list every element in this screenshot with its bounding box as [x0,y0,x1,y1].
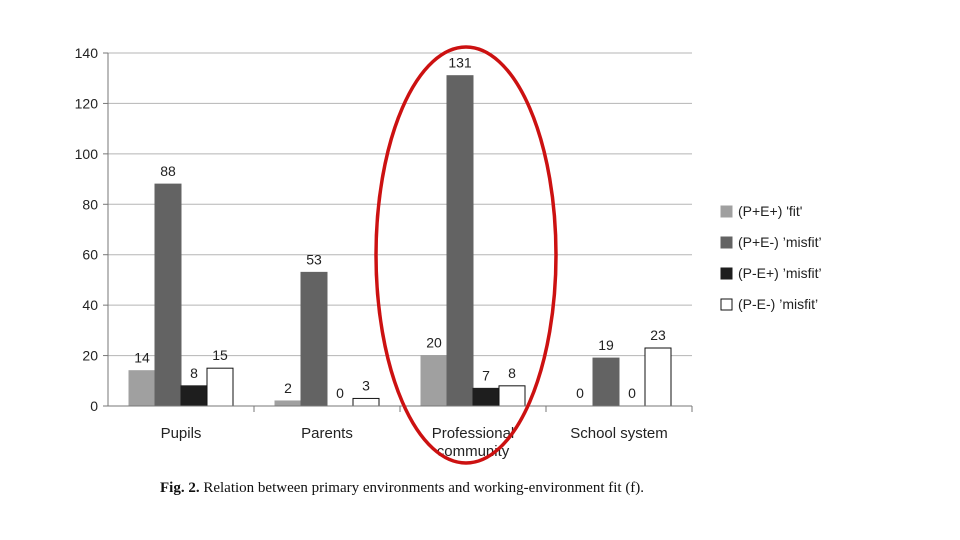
bar [498,385,526,407]
gridlines [108,52,692,357]
bars [128,75,672,407]
x-category-label-line: Professional [432,425,515,442]
y-tick-label: 20 [82,348,98,364]
data-label: 14 [134,350,150,366]
data-label: 20 [426,335,442,351]
legend-swatch [720,298,733,311]
legend-label: (P-E-) ’misfit’ [738,296,818,312]
data-label: 88 [160,163,176,179]
x-category-label: Pupils [161,425,202,442]
bar [420,355,448,407]
data-label: 19 [598,337,614,353]
bar [472,387,500,407]
data-label: 8 [190,365,198,381]
legend: (P+E+) 'fit' (P+E-) ’misfit’ (P-E+) ’misfi… [720,203,822,312]
data-label: 7 [482,367,490,383]
legend-swatch [720,205,733,218]
y-tick-label: 120 [75,95,99,111]
data-label: 23 [650,327,666,343]
legend-swatch [720,236,733,249]
y-tick-label: 80 [82,196,98,212]
caption-label: Fig. 2. [160,480,200,496]
legend-label: (P+E-) ’misfit’ [738,234,822,250]
bar [446,75,474,407]
x-category-label: School system [570,425,668,442]
caption-text: Relation between primary environments an… [203,480,645,496]
bar [128,370,156,407]
highlight-ellipse [374,45,558,465]
data-label: 8 [508,365,516,381]
legend-swatch [720,267,733,280]
bar [592,357,620,407]
bar [300,271,328,407]
bar [154,183,182,407]
bar [180,385,208,407]
bar [644,347,672,407]
x-category-label-line: Parents [301,425,353,442]
data-label: 15 [212,347,228,363]
y-tick-label: 100 [75,146,99,162]
bar [352,397,380,407]
data-label: 0 [628,385,636,401]
y-tick-label: 40 [82,297,98,313]
x-category-label-line: Pupils [161,425,202,442]
data-label: 2 [284,380,292,396]
figure-caption: Fig. 2. Relation between primary environ… [160,480,644,497]
data-label: 0 [576,385,584,401]
y-tick-label: 60 [82,247,98,263]
x-category-label: Parents [301,425,353,442]
bar [206,367,234,407]
data-label: 0 [336,385,344,401]
y-tick-label: 140 [75,45,99,61]
legend-label: (P-E+) ’misfit’ [738,265,822,281]
data-label: 53 [306,251,322,267]
bar [274,400,302,407]
y-tick-label: 0 [90,398,98,414]
data-label: 3 [362,377,370,393]
legend-label: (P+E+) 'fit' [738,203,802,219]
x-category-label-line: School system [570,425,668,442]
data-label: 131 [448,55,472,71]
